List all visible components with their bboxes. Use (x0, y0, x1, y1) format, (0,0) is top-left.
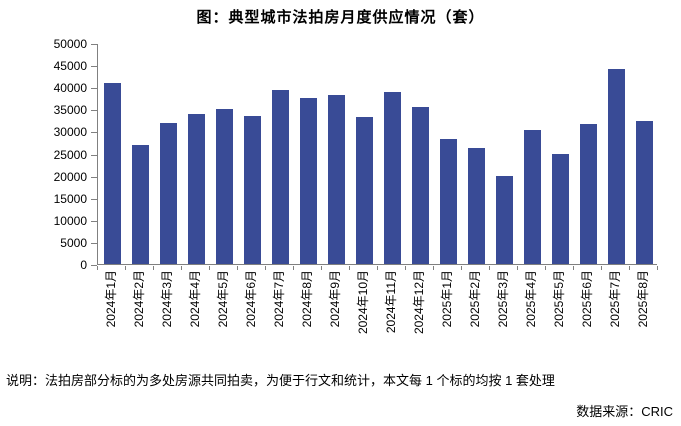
bar-2025年3月 (495, 176, 513, 264)
y-axis-tick-label: 45000 (53, 59, 87, 74)
x-axis-tick-mark (601, 266, 602, 270)
x-axis-label: 2025年2月 (467, 270, 482, 328)
bar-2025年8月 (635, 121, 653, 264)
bar-2025年6月 (579, 123, 597, 264)
bar-2024年11月 (383, 92, 401, 264)
x-axis-label: 2024年9月 (327, 270, 342, 328)
x-axis-label: 2024年1月 (103, 270, 118, 328)
y-axis-tick-label: 20000 (53, 169, 87, 184)
source-text: 数据来源：CRIC (576, 404, 673, 419)
y-axis-tick-mark (91, 66, 97, 68)
x-axis-label: 2025年3月 (495, 270, 510, 328)
x-axis-tick-mark (405, 266, 406, 270)
bar-2024年2月 (131, 144, 149, 264)
y-axis-tick-mark (91, 242, 97, 244)
x-axis-label: 2024年12月 (411, 270, 426, 335)
bar-2025年1月 (439, 138, 457, 264)
x-axis-label: 2025年5月 (551, 270, 566, 328)
x-axis-tick-mark (573, 266, 574, 270)
y-axis-tick-label: 40000 (53, 81, 87, 96)
x-axis-label: 2025年4月 (523, 270, 538, 328)
y-axis-tick-label: 25000 (53, 147, 87, 162)
note-text: 说明：法拍房部分标的为多处房源共同拍卖，为便于行文和统计，本文每 1 个标的均按… (6, 373, 555, 388)
y-axis-tick-label: 10000 (53, 213, 87, 228)
y-axis-tick-mark (91, 220, 97, 222)
y-axis-tick-mark (91, 154, 97, 156)
bar-2024年8月 (299, 97, 317, 264)
bar-2024年3月 (159, 122, 177, 264)
x-axis-label: 2024年6月 (243, 270, 258, 328)
bar-2024年12月 (411, 107, 429, 264)
x-axis-label: 2024年3月 (159, 270, 174, 328)
x-axis-label: 2024年5月 (215, 270, 230, 328)
bar-2024年5月 (215, 108, 233, 264)
x-axis-label: 2024年11月 (383, 270, 398, 334)
bar-2024年4月 (187, 113, 205, 264)
x-axis-tick-mark (433, 266, 434, 270)
bar-2024年9月 (327, 94, 345, 264)
plot-area (97, 44, 657, 265)
y-axis-tick-label: 30000 (53, 125, 87, 140)
bar-2024年7月 (271, 89, 289, 264)
x-axis-label: 2024年10月 (355, 270, 370, 335)
x-axis-tick-mark (209, 266, 210, 270)
x-axis-tick-mark (265, 266, 266, 270)
bar-2025年2月 (467, 147, 485, 264)
y-axis-tick-label: 15000 (53, 191, 87, 206)
bar-2024年10月 (355, 116, 373, 264)
x-axis-label: 2025年6月 (579, 270, 594, 328)
x-axis-tick-mark (125, 266, 126, 270)
x-axis-tick-mark (181, 266, 182, 270)
x-axis-tick-mark (321, 266, 322, 270)
x-axis-tick-mark (153, 266, 154, 270)
x-axis-label: 2025年8月 (635, 270, 650, 328)
x-axis-label: 2025年7月 (607, 270, 622, 328)
y-axis-tick-mark (91, 198, 97, 200)
x-axis-tick-mark (377, 266, 378, 270)
x-axis-label: 2024年7月 (271, 270, 286, 328)
x-axis-tick-mark (237, 266, 238, 270)
x-axis-tick-mark (97, 266, 98, 270)
x-axis-tick-mark (517, 266, 518, 270)
x-axis-tick-mark (461, 266, 462, 270)
x-axis-tick-mark (293, 266, 294, 270)
chart-title: 图：典型城市法拍房月度供应情况（套） (196, 9, 485, 26)
y-axis-tick-mark (91, 88, 97, 90)
x-axis-label: 2024年8月 (299, 270, 314, 328)
x-axis-label: 2025年1月 (439, 270, 454, 328)
y-axis-tick-label: 5000 (60, 235, 87, 250)
bar-2025年4月 (523, 129, 541, 264)
x-axis-tick-mark (657, 266, 658, 270)
y-axis-tick-label: 0 (80, 258, 87, 272)
y-axis-tick-label: 35000 (53, 103, 87, 118)
y-axis-tick-mark (91, 132, 97, 134)
x-axis-label: 2024年4月 (187, 270, 202, 328)
y-axis-tick-mark (91, 110, 97, 112)
y-axis-tick-mark (91, 44, 97, 45)
y-axis-tick-mark (91, 265, 97, 266)
x-axis-tick-mark (545, 266, 546, 270)
x-axis-label: 2024年2月 (131, 270, 146, 328)
y-axis-tick-mark (91, 176, 97, 178)
bar-2025年5月 (551, 153, 569, 264)
bar-2024年1月 (103, 82, 121, 264)
x-axis-tick-mark (489, 266, 490, 270)
y-axis-tick-label: 50000 (53, 37, 87, 51)
bar-2024年6月 (243, 115, 261, 264)
x-axis-tick-mark (349, 266, 350, 270)
bar-2025年7月 (607, 68, 625, 264)
x-axis-tick-mark (629, 266, 630, 270)
